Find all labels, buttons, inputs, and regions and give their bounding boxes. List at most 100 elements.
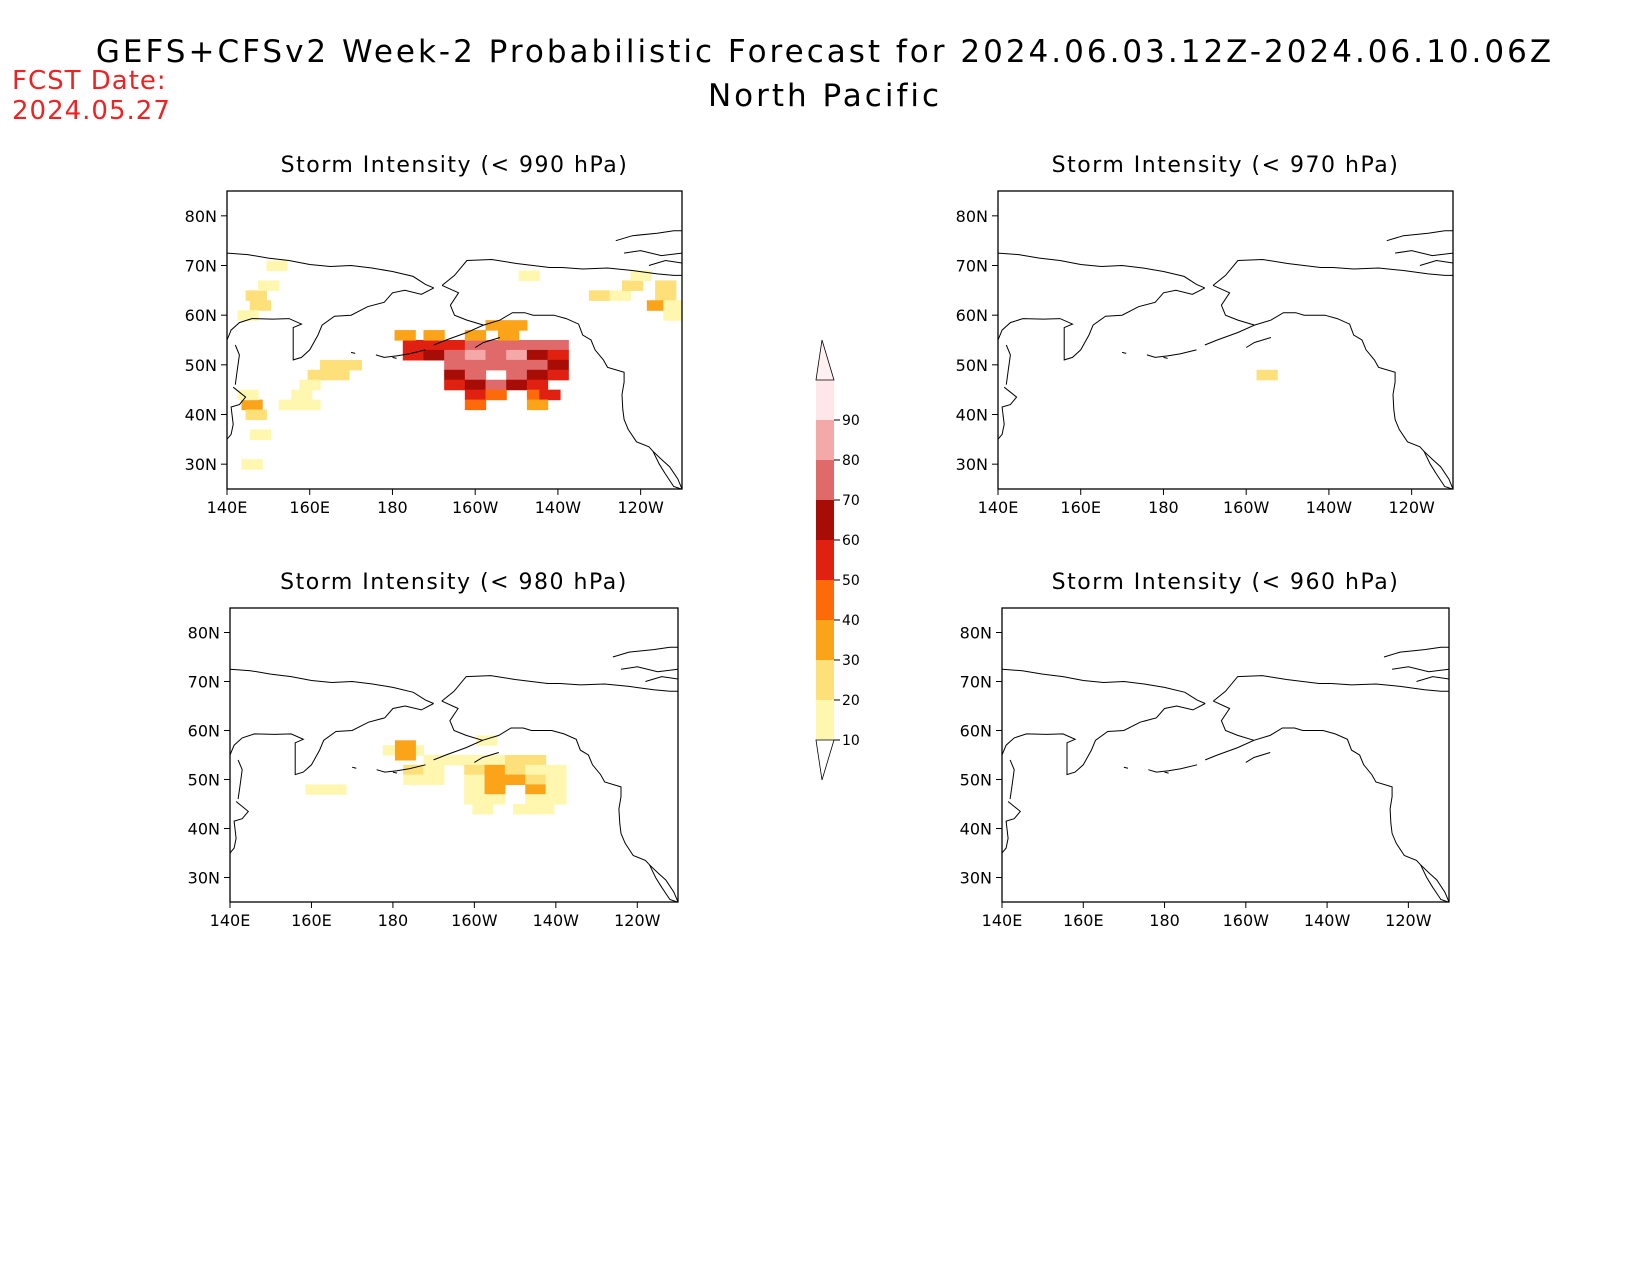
- probability-cell: [464, 774, 486, 785]
- probability-cell: [547, 349, 569, 361]
- probability-cell: [472, 804, 494, 815]
- probability-cell: [464, 359, 487, 371]
- probability-field: [305, 735, 567, 815]
- probability-cell: [237, 389, 259, 401]
- probability-cell: [484, 794, 506, 805]
- colorbar-label: 20: [842, 693, 860, 709]
- lon-tick-label: 160W: [452, 498, 499, 517]
- probability-cell: [266, 260, 288, 272]
- colorbar-bottom-extension: [815, 739, 835, 781]
- colorbar-label: 70: [842, 493, 860, 509]
- probability-cell: [278, 399, 300, 411]
- lat-tick-label: 70N: [956, 257, 988, 276]
- probability-cell: [464, 764, 486, 776]
- probability-cell: [299, 379, 321, 391]
- probability-cell: [402, 340, 425, 351]
- probability-cell: [423, 330, 445, 341]
- probability-cell: [464, 369, 487, 381]
- probability-cell: [423, 764, 445, 776]
- probability-cell: [484, 764, 506, 776]
- map-panel-p960: Storm Intensity (< 960 hPa) 140E 160E 180 16…: [960, 570, 1450, 930]
- lon-tick-label: 120W: [1388, 498, 1435, 517]
- lon-tick-label: 140W: [1306, 498, 1353, 517]
- probability-field: [237, 260, 682, 470]
- probability-cell: [545, 764, 567, 776]
- lat-tick-label: 50N: [188, 771, 220, 790]
- probability-cell: [484, 784, 506, 795]
- lat-tick-label: 40N: [185, 406, 217, 425]
- lat-tick-label: 50N: [956, 356, 988, 375]
- probability-cell: [533, 804, 555, 815]
- lat-tick-label: 60N: [188, 722, 220, 741]
- probability-cell: [394, 750, 416, 761]
- lat-tick-label: 50N: [960, 771, 992, 790]
- colorbar-swatch: [816, 420, 834, 460]
- probability-cell: [444, 369, 466, 381]
- probability-cell: [518, 270, 540, 281]
- probability-cell: [258, 280, 280, 291]
- probability-cell: [545, 784, 567, 795]
- colorbar-swatch: [816, 700, 834, 740]
- colorbar-label: 90: [842, 413, 860, 429]
- probability-cell: [464, 349, 487, 361]
- probability-cell: [485, 349, 507, 361]
- probability-cell: [622, 280, 644, 291]
- lon-tick-label: 120W: [614, 911, 661, 930]
- lat-tick-label: 30N: [185, 455, 217, 474]
- probability-cell: [506, 369, 528, 381]
- probability-cell: [325, 784, 347, 795]
- lat-tick-label: 80N: [188, 624, 220, 643]
- probability-cell: [497, 330, 520, 341]
- probability-cell: [525, 774, 547, 785]
- colorbar-label: 10: [842, 733, 860, 749]
- probability-field: [1256, 369, 1278, 381]
- colorbar-top-extension: [815, 339, 835, 381]
- lat-tick-label: 30N: [956, 455, 988, 474]
- colorbar-label: 40: [842, 613, 860, 629]
- probability-cell: [506, 379, 528, 391]
- lat-tick-label: 30N: [960, 869, 992, 888]
- lon-tick-label: 140W: [1304, 911, 1351, 930]
- probability-cell: [476, 735, 498, 746]
- map-panel-p980: Storm Intensity (< 980 hPa) 140E 160E 180 16…: [188, 570, 679, 930]
- map-frame: [226, 190, 683, 490]
- lat-tick-label: 80N: [960, 624, 992, 643]
- lon-tick-label: 160W: [451, 911, 498, 930]
- lon-tick-label: 120W: [1385, 911, 1432, 930]
- colorbar-swatch: [816, 540, 834, 580]
- lon-tick-label: 180: [378, 911, 409, 930]
- probability-cell: [305, 784, 327, 795]
- colorbar-swatch: [816, 660, 834, 700]
- probability-cell: [588, 290, 611, 301]
- lat-tick-label: 40N: [960, 820, 992, 839]
- lat-tick-label: 70N: [188, 673, 220, 692]
- probability-cell: [403, 774, 425, 785]
- lon-tick-label: 140E: [978, 498, 1019, 517]
- colorbar-label: 60: [842, 533, 860, 549]
- lon-tick-label: 160E: [289, 498, 330, 517]
- lat-tick-label: 80N: [956, 207, 988, 226]
- probability-cell: [504, 774, 526, 785]
- probability-cell: [402, 349, 425, 361]
- probability-cell: [609, 290, 631, 301]
- probability-cell: [328, 369, 350, 381]
- lon-tick-label: 160W: [1223, 498, 1270, 517]
- lat-tick-label: 40N: [956, 406, 988, 425]
- lat-tick-label: 80N: [185, 207, 217, 226]
- colorbar-swatch: [816, 500, 834, 540]
- lon-tick-label: 180: [1148, 498, 1179, 517]
- probability-cell: [525, 794, 547, 805]
- probability-cell: [526, 379, 549, 391]
- lat-tick-label: 70N: [960, 673, 992, 692]
- coastline: [230, 646, 678, 902]
- probability-cell: [423, 349, 445, 361]
- lon-tick-label: 180: [1149, 911, 1180, 930]
- lat-tick-label: 60N: [185, 306, 217, 325]
- probability-cell: [299, 399, 321, 411]
- probability-cell: [464, 389, 487, 401]
- probability-cell: [485, 379, 507, 391]
- coastline: [1002, 646, 1449, 902]
- probability-cell: [464, 794, 486, 805]
- probability-cell: [646, 300, 669, 311]
